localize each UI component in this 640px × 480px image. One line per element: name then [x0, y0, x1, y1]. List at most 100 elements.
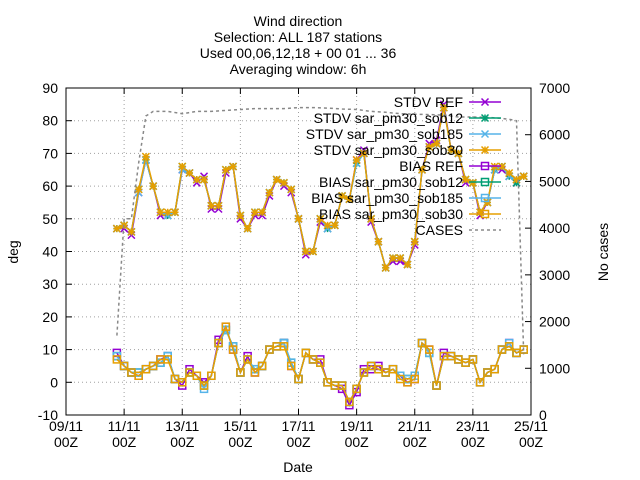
data-point — [243, 355, 252, 364]
y-axis-label: deg — [5, 240, 21, 263]
data-point — [417, 338, 427, 348]
x-tick-label: 21/11 — [398, 418, 432, 434]
data-point — [504, 342, 514, 351]
data-point — [119, 361, 129, 371]
x-tick-label: 25/11 — [514, 418, 548, 434]
data-point — [228, 345, 238, 354]
y-tick-label: 10 — [42, 342, 58, 358]
legend-entry-marker — [480, 209, 490, 219]
y2-tick-label: 3000 — [539, 267, 570, 283]
data-point — [134, 371, 143, 381]
x-tick-label: 23/11 — [456, 418, 490, 434]
x-tick-label: 11/11 — [108, 418, 141, 434]
data-point — [199, 381, 209, 390]
data-point — [316, 358, 325, 367]
series-cases — [116, 106, 525, 355]
x-tick-label: 00Z — [519, 434, 544, 450]
legend-entry-marker — [480, 177, 490, 187]
x-tick-label: 00Z — [228, 434, 253, 450]
data-point — [352, 384, 361, 394]
x-tick-label: 13/11 — [165, 418, 199, 434]
data-point — [345, 397, 354, 407]
data-point — [432, 381, 441, 390]
data-point — [112, 355, 122, 364]
y2-tick-label: 1000 — [539, 360, 570, 376]
x-axis-label: Date — [283, 459, 313, 475]
data-point — [207, 371, 216, 381]
legend-entry-marker — [480, 161, 490, 171]
data-point — [148, 361, 158, 371]
series-stdv-sar-pm30-sob30 — [112, 103, 528, 272]
x-tick-label: 00Z — [54, 434, 79, 450]
x-tick-label: 17/11 — [282, 418, 316, 434]
legend-entry-label: BIAS REF — [399, 158, 463, 174]
x-tick-label: 00Z — [170, 434, 195, 450]
y-tick-label: 60 — [42, 178, 58, 194]
y2-tick-label: 5000 — [539, 173, 570, 189]
chart-title-line-1: Wind direction — [254, 13, 343, 29]
data-point — [519, 345, 528, 354]
legend-entry-label: STDV sar_pm30_sob12 — [314, 110, 464, 126]
x-tick-label: 00Z — [403, 434, 428, 450]
data-point — [286, 361, 296, 371]
y2-axis-label: No cases — [595, 223, 611, 281]
y-tick-label: 80 — [42, 113, 58, 129]
x-tick-label: 00Z — [286, 434, 311, 450]
data-point — [425, 345, 434, 354]
x-tick-label: 00Z — [461, 434, 486, 450]
y2-tick-label: 2000 — [539, 314, 570, 330]
legend-entry-label: BIAS sar_pm30_sob185 — [311, 190, 463, 206]
data-point — [221, 322, 231, 331]
data-point — [388, 364, 398, 374]
legend-entry-label: CASES — [416, 222, 463, 238]
x-tick-label: 00Z — [345, 434, 370, 450]
data-point — [192, 371, 202, 381]
data-point — [468, 355, 478, 364]
x-tick-label: 19/11 — [340, 418, 374, 434]
data-point — [337, 381, 347, 390]
legend-entry-marker — [480, 97, 490, 107]
data-point — [294, 374, 303, 384]
data-point — [301, 348, 311, 358]
data-point — [163, 355, 172, 364]
y-tick-label: 70 — [42, 145, 58, 161]
y2-tick-label: 7000 — [539, 80, 570, 96]
y-tick-label: 90 — [42, 80, 58, 96]
data-point — [359, 368, 369, 377]
x-tick-label: 00Z — [112, 434, 137, 450]
y-tick-label: -10 — [38, 407, 58, 423]
legend-entry-label: STDV REF — [394, 94, 463, 110]
y-tick-label: 20 — [42, 309, 58, 325]
y-axis: -10 0 10 20 30 40 50 60 70 80 90 — [38, 80, 72, 423]
y-tick-label: 0 — [50, 374, 58, 390]
data-point — [250, 368, 260, 377]
x-tick-label: 09/11 — [49, 418, 83, 434]
legend-entry-label: STDV sar_pm30_sob185 — [306, 126, 463, 142]
legend-entry-label: STDV sar_pm30_sob30 — [314, 142, 464, 158]
x-tick-label: 15/11 — [223, 418, 257, 434]
legend-entry-label: BIAS sar_pm30_sob12 — [319, 174, 463, 190]
legend-entry-label: BIAS sar_pm30_sob30 — [319, 206, 463, 222]
data-point — [410, 374, 419, 384]
data-point — [214, 338, 223, 348]
data-point — [178, 378, 187, 387]
legend-entry-marker — [480, 193, 490, 203]
y2-tick-label: 0 — [539, 407, 547, 423]
x-axis: 09/1100Z11/1100Z13/1100Z15/1100Z17/1100Z… — [49, 88, 548, 450]
y-tick-label: 40 — [42, 244, 58, 260]
data-point — [475, 378, 485, 387]
chart-title-line-4: Averaging window: 6h — [230, 61, 367, 77]
series-bias-sar-pm30-sob30 — [112, 322, 528, 407]
legend-entry-marker — [480, 129, 490, 139]
y2-tick-label: 6000 — [539, 127, 570, 143]
y2-axis: 0 1000 2000 3000 4000 5000 6000 7000 — [525, 80, 570, 423]
series-line — [116, 106, 525, 355]
data-point — [236, 368, 245, 377]
y2-tick-label: 4000 — [539, 220, 570, 236]
series-layer — [112, 100, 528, 410]
data-point — [279, 342, 289, 351]
y-tick-label: 30 — [42, 276, 58, 292]
data-point — [490, 364, 499, 374]
